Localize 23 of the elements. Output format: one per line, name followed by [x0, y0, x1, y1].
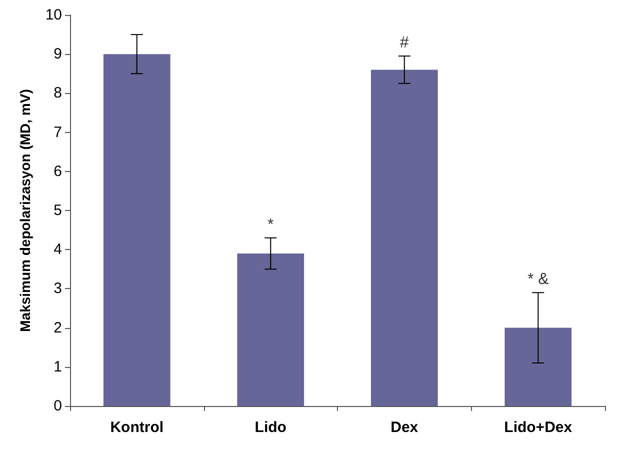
y-tick-label: 7	[54, 124, 62, 141]
y-tick-label: 8	[54, 84, 62, 102]
annotation: * &	[527, 271, 550, 288]
y-tick-label: 2	[54, 319, 62, 336]
y-tick-label: 4	[54, 241, 62, 258]
bar	[237, 254, 304, 406]
y-tick-label: 10	[45, 6, 62, 24]
y-tick-label: 6	[54, 162, 62, 180]
annotation: #	[400, 34, 409, 52]
x-tick-label: Dex	[390, 419, 419, 436]
bar	[370, 70, 438, 406]
bar	[504, 328, 572, 406]
x-tick-label: Lido+Dex	[504, 419, 573, 436]
x-tick-label: Kontrol	[110, 419, 164, 436]
y-tick-label: 3	[54, 280, 62, 298]
x-tick-label: Lido	[254, 419, 286, 436]
annotation: *	[268, 216, 274, 234]
y-axis-title: Maksimum depolarizasyon (MD, mV)	[17, 89, 33, 332]
y-tick-label: 1	[54, 358, 62, 376]
y-tick-label: 9	[54, 46, 62, 63]
y-tick-label: 0	[54, 398, 62, 414]
bar	[103, 54, 170, 406]
y-tick-label: 5	[54, 202, 62, 219]
